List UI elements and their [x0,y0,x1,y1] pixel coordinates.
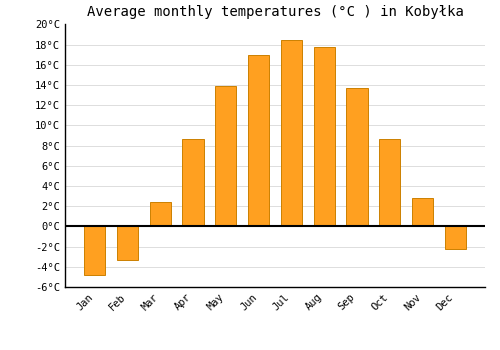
Bar [117,226,138,260]
Bar [215,86,236,226]
Bar [248,55,270,226]
Bar [444,226,466,248]
Bar [280,40,302,226]
Bar [150,202,171,226]
Title: Average monthly temperatures (°C ) in Kobyłka: Average monthly temperatures (°C ) in Ko… [86,5,464,19]
Bar [84,226,106,275]
Bar [412,198,433,226]
Bar [346,88,368,226]
Bar [379,139,400,226]
Bar [314,47,335,226]
Bar [182,139,204,226]
